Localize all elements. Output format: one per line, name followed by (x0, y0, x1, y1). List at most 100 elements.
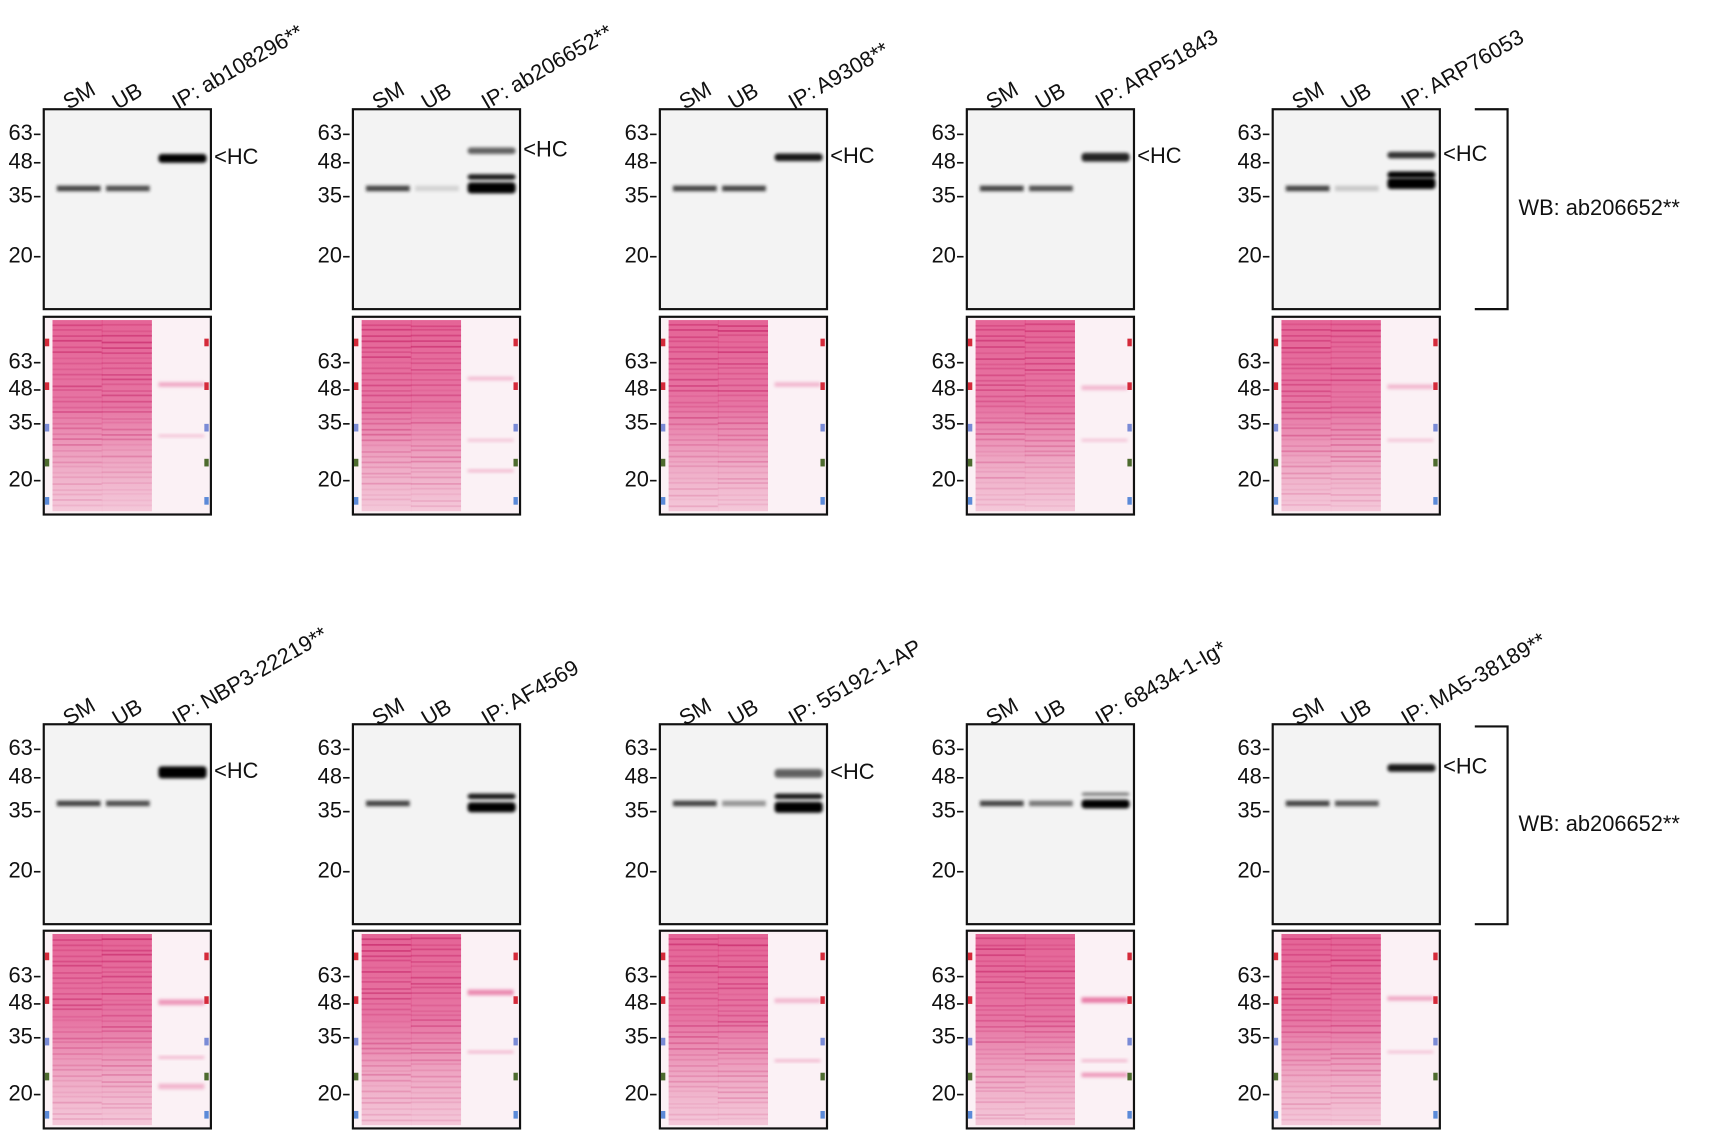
ponceau-band (52, 335, 103, 337)
band (467, 793, 516, 800)
ponceau-band (101, 476, 152, 479)
ladder-dot (1433, 458, 1438, 467)
ponceau-band (361, 455, 412, 458)
ponceau-band (52, 1101, 103, 1104)
hc-label: <HC (1137, 143, 1181, 168)
ponceau-band (101, 1096, 152, 1098)
ladder-dot (967, 458, 973, 467)
ponceau-band (717, 487, 769, 490)
ponceau-band (101, 1046, 152, 1049)
marker-label: 48 (1237, 764, 1261, 789)
ponceau-band (1387, 1050, 1434, 1054)
ladder-dot (1273, 382, 1279, 390)
ponceau-band (1330, 972, 1381, 974)
ponceau-band (101, 1003, 152, 1006)
ladder-dot (1127, 338, 1132, 347)
ponceau-band (361, 1084, 412, 1087)
ponceau-band (361, 1090, 412, 1093)
ponceau-lane (52, 320, 103, 512)
ponceau-band (1330, 1004, 1381, 1006)
ladder-dot (513, 996, 518, 1004)
ponceau-lane (410, 320, 462, 512)
ponceau-band (975, 498, 1026, 501)
ponceau-band (361, 328, 412, 331)
ponceau-band (52, 450, 103, 452)
ponceau-band (668, 385, 719, 387)
marker-label: 20 (625, 857, 649, 882)
ponceau-band (717, 954, 769, 957)
ladder-dot (820, 1110, 825, 1119)
ponceau-band (1024, 330, 1075, 333)
ponceau-band (975, 363, 1026, 366)
ladder-dot (660, 1037, 666, 1046)
ponceau-band (1330, 1053, 1381, 1055)
ponceau-band (975, 965, 1026, 967)
ponceau-band (1281, 943, 1332, 946)
ponceau-band (1281, 1059, 1332, 1062)
ponceau-band (361, 324, 412, 327)
marker-label: 20 (1237, 1080, 1261, 1105)
ladder-dot (967, 382, 973, 390)
ponceau-band (1281, 499, 1332, 502)
ponceau-band (1024, 1004, 1075, 1007)
ponceau-lane (101, 933, 152, 1126)
ponceau-band (975, 1004, 1026, 1007)
ponceau-band (975, 481, 1026, 484)
ponceau-band (52, 422, 103, 425)
ponceau-band (101, 504, 152, 507)
marker-label: 48 (318, 376, 342, 401)
ponceau-band (52, 389, 103, 391)
ladder-dot (44, 497, 50, 505)
ladder-dot (353, 1110, 359, 1119)
ponceau-band (668, 949, 719, 952)
ponceau-band (1330, 1069, 1381, 1072)
ponceau-band (717, 937, 769, 940)
ladder-dot (513, 1110, 518, 1119)
ponceau-band (410, 345, 462, 348)
ponceau-band (1387, 439, 1434, 442)
ponceau-band (1281, 953, 1332, 956)
ponceau-band (1024, 992, 1075, 995)
ponceau-band (717, 1097, 769, 1100)
ponceau-band (361, 411, 412, 414)
ponceau-band (975, 438, 1026, 441)
ponceau-band (668, 471, 719, 474)
ponceau-band (1024, 373, 1075, 375)
marker-label: 35 (625, 182, 649, 207)
ponceau-band (1024, 982, 1075, 985)
ponceau-band (52, 998, 103, 1001)
ponceau-band (361, 461, 412, 464)
marker-label: 63 (9, 120, 33, 145)
ponceau-band (717, 1070, 769, 1073)
ponceau-band (975, 374, 1026, 377)
ponceau-band (361, 433, 412, 436)
ponceau-band (668, 1070, 719, 1073)
ponceau-band (410, 325, 462, 328)
ponceau-band (101, 971, 152, 973)
band (1387, 171, 1436, 179)
ponceau-band (1330, 1102, 1381, 1104)
ponceau-band (975, 1108, 1026, 1110)
ponceau-band (975, 324, 1026, 327)
ladder-dot (660, 497, 666, 505)
ponceau-band (1024, 1112, 1075, 1115)
ponceau-band (717, 1101, 769, 1104)
ponceau-band (1330, 487, 1381, 490)
ponceau-band (1330, 1107, 1381, 1110)
ponceau-band (52, 987, 103, 990)
marker-label: 48 (932, 149, 956, 174)
ladder-dot (1433, 996, 1438, 1004)
marker-label: 48 (625, 990, 649, 1015)
ponceau-band (1024, 417, 1075, 420)
ponceau-band (1024, 1107, 1075, 1110)
ponceau-band (361, 439, 412, 442)
ponceau-band (1024, 1052, 1075, 1055)
ponceau-band (410, 961, 462, 963)
ponceau-band (52, 471, 103, 474)
ponceau-lane (1330, 933, 1381, 1126)
band (774, 769, 823, 778)
ponceau-band (1281, 461, 1332, 464)
ponceau-band (101, 999, 152, 1002)
